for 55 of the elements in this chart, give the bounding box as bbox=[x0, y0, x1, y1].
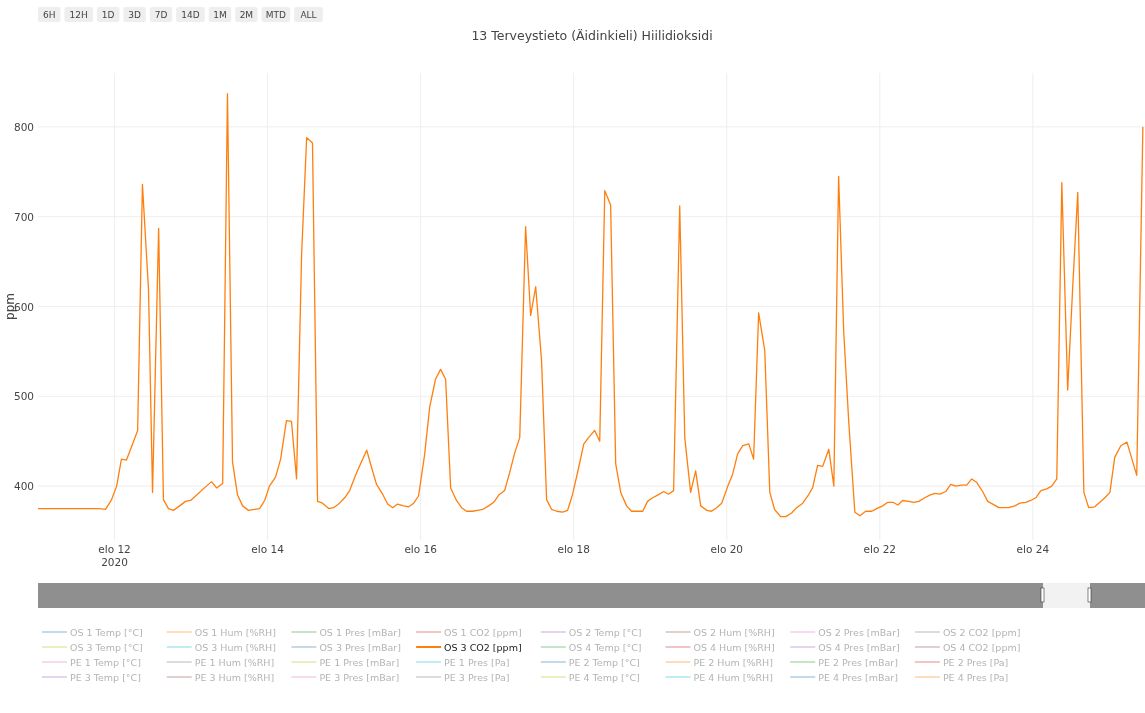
range-button: ALL bbox=[294, 7, 323, 22]
legend-label: PE 4 Temp [°C] bbox=[568, 671, 640, 683]
x-tick-label: elo 20 bbox=[710, 543, 743, 555]
line-series bbox=[37, 93, 1144, 518]
legend-label: PE 4 Pres [Pa] bbox=[942, 671, 1009, 683]
range-button: MTD bbox=[261, 7, 291, 22]
y-tick-label: 400 bbox=[13, 480, 34, 493]
legend-label: PE 3 Temp [°C] bbox=[70, 671, 141, 683]
legend-label: OS 3 Pres [mBar] bbox=[319, 641, 401, 653]
y-tick-label: 500 bbox=[13, 390, 34, 403]
legend-label: PE 3 Pres [Pa] bbox=[444, 671, 510, 683]
legend-label: OS 2 Hum [%RH] bbox=[693, 626, 775, 638]
legend-label: PE 2 Hum [%RH] bbox=[693, 656, 773, 668]
legend-label: OS 3 Hum [%RH] bbox=[194, 641, 276, 653]
legend-label: PE 1 Pres [mBar] bbox=[319, 656, 400, 668]
legend-label: OS 1 Pres [mBar] bbox=[319, 626, 401, 638]
legend-label: PE 1 Pres [Pa] bbox=[444, 656, 510, 668]
chart-title: 13 Terveystieto (Äidinkieli) Hiilidioksidi bbox=[471, 28, 713, 43]
legend-label: PE 1 Hum [%RH] bbox=[194, 656, 275, 668]
legend-label: OS 2 Pres [mBar] bbox=[818, 626, 900, 638]
legend-label: OS 4 Temp [°C] bbox=[568, 641, 642, 653]
x-tick-label: elo 18 bbox=[557, 543, 590, 555]
legend-label: OS 1 CO2 [ppm] bbox=[444, 626, 522, 638]
legend-label: PE 4 Pres [mBar] bbox=[818, 671, 899, 683]
legend-label: OS 4 Pres [mBar] bbox=[818, 641, 900, 653]
range-button: 1D bbox=[97, 7, 120, 22]
legend-label: OS 2 Temp [°C] bbox=[568, 626, 642, 638]
legend-label: PE 2 Temp [°C] bbox=[568, 656, 640, 668]
legend-label: OS 3 CO2 [ppm] bbox=[444, 641, 522, 653]
legend-label: PE 2 Pres [mBar] bbox=[818, 656, 899, 668]
y-tick-label: 700 bbox=[13, 210, 34, 223]
range-button: 6H bbox=[38, 7, 61, 22]
legend-label: OS 1 Hum [%RH] bbox=[194, 626, 276, 638]
legend-label: PE 3 Pres [mBar] bbox=[319, 671, 400, 683]
legend-label: OS 4 Hum [%RH] bbox=[693, 641, 775, 653]
legend-label: OS 3 Temp [°C] bbox=[70, 641, 143, 653]
x-tick-label: elo 24 bbox=[1016, 543, 1050, 555]
x-tick-label: elo 16 bbox=[404, 543, 438, 555]
legend-label: PE 2 Pres [Pa] bbox=[942, 656, 1009, 668]
legend-label: OS 2 CO2 [ppm] bbox=[942, 626, 1021, 638]
x-tick-label: elo 14 bbox=[251, 543, 285, 555]
range-button: 3D bbox=[123, 7, 146, 22]
x-tick-label: elo 22 bbox=[863, 543, 897, 555]
legend-label: PE 3 Hum [%RH] bbox=[194, 671, 275, 683]
range-button: 14D bbox=[176, 7, 205, 22]
y-tick-label: 800 bbox=[13, 120, 34, 133]
range-button: 12H bbox=[64, 7, 93, 22]
range-button: 7D bbox=[149, 7, 173, 22]
legend-label: PE 4 Hum [%RH] bbox=[693, 671, 773, 683]
legend-label: OS 1 Temp [°C] bbox=[70, 626, 143, 638]
legend-label: OS 4 CO2 [ppm] bbox=[942, 641, 1021, 653]
x-tick-label: elo 12 2020 bbox=[98, 543, 131, 568]
legend-label: PE 1 Temp [°C] bbox=[70, 656, 141, 668]
range-button: 2M bbox=[235, 7, 258, 22]
range-button: 1M bbox=[208, 7, 232, 22]
